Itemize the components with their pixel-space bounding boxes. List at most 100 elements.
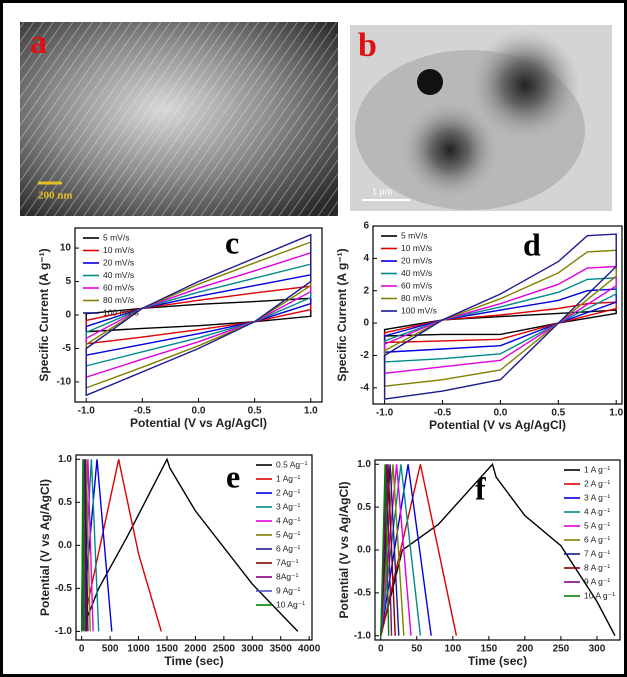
y-axis-label: Specific Current (A g⁻¹): [37, 248, 51, 381]
x-tick-label: -0.5: [434, 408, 452, 419]
y-tick-label: 10: [60, 243, 72, 254]
series-line: [81, 457, 299, 632]
y-tick-label: 2: [363, 285, 369, 296]
series-line: [383, 309, 617, 337]
plot-frame: [75, 454, 313, 641]
panel-label: a: [30, 24, 47, 61]
series-line: [85, 241, 312, 389]
legend-label: 4 Ag⁻¹: [276, 515, 301, 525]
y-axis-label: Potential (V vs Ag/AgCl): [38, 479, 52, 616]
y-axis-label: Specific Current (A g⁻¹): [335, 248, 349, 381]
tem-image: b 1 μm: [350, 25, 612, 211]
x-tick-label: 100: [444, 644, 461, 655]
y-axis-label: Potential (V vs Ag/AgCl): [337, 482, 351, 619]
legend-label: 40 mV/s: [401, 268, 432, 278]
legend-label: 100 mV/s: [103, 307, 139, 317]
series-line: [85, 297, 312, 333]
legend-label: 4 A g⁻¹: [584, 506, 610, 516]
legend-label: 80 mV/s: [103, 295, 134, 305]
scale-bar: 200 nm: [38, 190, 73, 202]
y-tick-label: -1.0: [354, 630, 372, 641]
x-tick-label: 0: [378, 644, 384, 655]
panel-label: c: [225, 224, 239, 260]
x-tick-label: 500: [102, 644, 119, 655]
legend-label: 1 A g⁻¹: [584, 464, 610, 474]
series-line: [85, 273, 312, 357]
legend-label: 60 mV/s: [401, 280, 432, 290]
x-tick-label: 150: [481, 644, 498, 655]
legend-label: 9 A g⁻¹: [584, 576, 610, 586]
legend-label: 8 A g⁻¹: [584, 562, 610, 572]
y-tick-label: -4: [360, 382, 369, 393]
series-line: [85, 285, 312, 345]
series-line: [81, 459, 162, 632]
x-tick-label: 0.0: [192, 406, 206, 417]
legend-label: 2 A g⁻¹: [584, 478, 610, 488]
y-tick-label: 0.0: [58, 540, 72, 551]
legend-label: 3 Ag⁻¹: [276, 501, 301, 511]
legend-label: 7 A g⁻¹: [584, 548, 610, 558]
x-tick-label: 0.0: [493, 408, 507, 419]
y-tick-label: 0.5: [357, 502, 371, 513]
series-line: [383, 301, 617, 344]
x-tick-label: 0: [79, 644, 85, 655]
scale-bar: 1 μm: [372, 186, 392, 196]
series-line: [81, 459, 85, 632]
series-line: [383, 288, 617, 353]
y-tick-label: 0: [363, 318, 369, 329]
legend-label: 6 Ag⁻¹: [276, 543, 301, 553]
x-tick-label: 300: [589, 644, 606, 655]
legend-label: 8Ag⁻¹: [276, 571, 299, 581]
legend-label: 80 mV/s: [401, 293, 432, 303]
y-tick-label: 0.0: [357, 545, 371, 556]
x-tick-label: -1.0: [376, 408, 394, 419]
x-axis-label: Time (sec): [164, 654, 223, 668]
x-tick-label: 4000: [298, 644, 321, 655]
x-axis-label: Potential (V vs Ag/AgCl): [130, 416, 267, 430]
legend-label: 5 A g⁻¹: [584, 520, 610, 530]
legend-label: 9 Ag⁻¹: [276, 585, 301, 595]
x-axis-label: Potential (V vs Ag/AgCl): [429, 418, 566, 432]
sem-image: a 200 nm: [20, 22, 338, 216]
legend-label: 7Ag⁻¹: [276, 557, 299, 567]
legend-label: 10 mV/s: [103, 245, 134, 255]
y-tick-label: 1.0: [357, 459, 371, 470]
series-line: [380, 464, 458, 636]
legend-label: 5 mV/s: [401, 230, 427, 240]
legend-label: 40 mV/s: [103, 270, 134, 280]
x-tick-label: 1.0: [609, 408, 623, 419]
x-tick-label: 0.5: [551, 408, 565, 419]
panel-label: f: [475, 470, 486, 506]
panel-label: e: [226, 458, 240, 494]
series-line: [380, 464, 405, 636]
legend-label: 5 Ag⁻¹: [276, 529, 301, 539]
legend-label: 6 A g⁻¹: [584, 534, 610, 544]
y-tick-label: -10: [57, 377, 72, 388]
x-tick-label: 2500: [213, 644, 236, 655]
x-tick-label: 3000: [241, 644, 264, 655]
x-tick-label: 2000: [184, 644, 207, 655]
x-tick-label: 250: [553, 644, 570, 655]
legend-label: 100 mV/s: [401, 305, 437, 315]
legend-label: 3 A g⁻¹: [584, 492, 610, 502]
panel-label: b: [358, 27, 377, 64]
series-line: [85, 233, 312, 397]
y-tick-label: 0: [65, 310, 71, 321]
y-tick-label: -2: [360, 350, 369, 361]
legend-label: 1 Ag⁻¹: [276, 473, 301, 483]
legend-label: 10 Ag⁻¹: [276, 599, 305, 609]
legend-label: 5 mV/s: [103, 232, 129, 242]
y-tick-label: -1.0: [55, 626, 73, 637]
series-line: [85, 263, 312, 367]
series-line: [85, 251, 312, 379]
x-tick-label: 200: [517, 644, 534, 655]
x-tick-label: 3500: [270, 644, 293, 655]
y-tick-label: 1.0: [58, 454, 72, 465]
series-line: [380, 464, 390, 636]
x-tick-label: 50: [411, 644, 423, 655]
legend-label: 2 Ag⁻¹: [276, 487, 301, 497]
x-tick-label: 1.0: [304, 406, 318, 417]
legend-label: 60 mV/s: [103, 282, 134, 292]
